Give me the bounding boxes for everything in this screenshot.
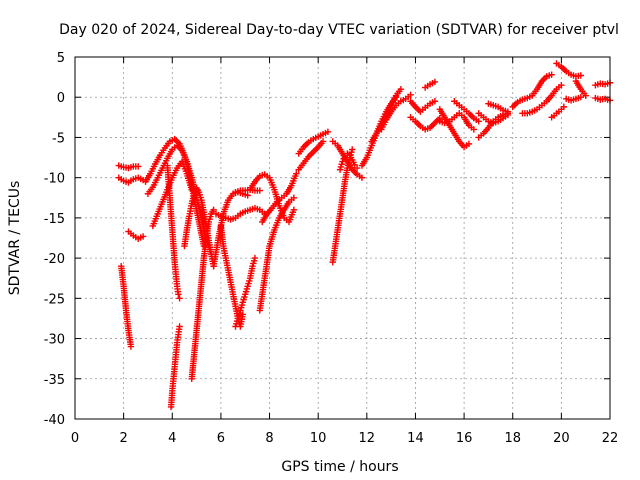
data-point: [558, 81, 565, 89]
x-tick-label: 2: [119, 431, 127, 446]
series-arc-40: [553, 60, 585, 80]
series-arc-28: [407, 98, 439, 115]
y-axis-title: SDTVAR / TECUs: [7, 181, 23, 296]
data-point: [176, 323, 183, 330]
y-tick-label: -15: [44, 212, 65, 227]
y-tick-label: 0: [57, 91, 65, 106]
data-point: [465, 140, 473, 148]
data-point: [256, 187, 264, 194]
data-point: [470, 126, 478, 133]
y-tick-label: -5: [52, 131, 65, 146]
series-arc-31: [436, 106, 473, 151]
series-arc-39: [548, 103, 567, 121]
y-tick-label: 5: [57, 51, 65, 66]
data-point: [577, 72, 585, 79]
x-tick-label: 0: [71, 431, 79, 446]
data-point: [431, 98, 439, 105]
series-arc-33: [451, 98, 482, 125]
series-arc-13: [212, 205, 268, 223]
x-tick-label: 8: [265, 431, 273, 446]
y-tick-label: -20: [44, 252, 65, 267]
y-tick-label: -35: [44, 373, 65, 388]
x-tick-label: 18: [504, 431, 521, 446]
data-point: [293, 170, 300, 177]
data-point: [431, 78, 439, 86]
series-arc-8: [164, 162, 183, 302]
series-arc-15: [232, 254, 259, 330]
series-arc-21: [295, 138, 327, 173]
data-point: [560, 103, 567, 111]
x-tick-label: 14: [407, 431, 424, 446]
data-point: [353, 164, 361, 172]
series-arc-38: [519, 81, 565, 117]
plot-frame: [74, 56, 611, 420]
series-arc-23: [329, 138, 366, 181]
x-tick-label: 4: [168, 431, 176, 446]
data-point: [582, 92, 589, 99]
series-arc-20: [295, 128, 332, 157]
y-tick-label: -10: [44, 172, 65, 187]
x-tick-label: 22: [602, 431, 619, 446]
data-point: [349, 146, 356, 153]
data-point: [290, 206, 298, 214]
y-tick-label: -40: [44, 413, 65, 428]
data-point: [176, 295, 183, 302]
data-point: [397, 85, 405, 93]
y-tick-label: -30: [44, 333, 65, 348]
series-arc-29: [407, 114, 443, 133]
series-arc-30: [421, 78, 439, 91]
series-arc-42: [572, 77, 589, 99]
data-point: [475, 118, 482, 125]
y-tick-label: -25: [44, 292, 65, 307]
data-marks: [115, 60, 614, 411]
data-point: [358, 174, 366, 181]
series-arc-24: [336, 150, 361, 173]
x-tick-label: 6: [217, 431, 225, 446]
y-tick-labels: 5 0 -5 -10 -15 -20 -25 -30 -35 -40: [44, 51, 65, 428]
series-arc-27: [378, 91, 414, 133]
x-tick-label: 12: [359, 431, 376, 446]
data-point: [127, 343, 135, 350]
series-arc-32: [436, 110, 478, 133]
x-tick-labels: 0 2 4 6 8 10 12 14 16 18 20 22: [71, 431, 618, 446]
series-arc-18: [256, 194, 298, 314]
data-point: [324, 128, 332, 136]
x-tick-label: 20: [553, 431, 570, 446]
series-arc-12: [210, 188, 251, 270]
series-arc-11: [188, 206, 217, 382]
series-arc-9: [167, 323, 183, 411]
data-point: [239, 311, 246, 318]
grid: [75, 57, 610, 419]
series-arc-41: [563, 94, 585, 104]
series-arc-19: [259, 170, 300, 226]
data-point: [175, 291, 182, 298]
x-axis-title: GPS time / hours: [281, 459, 398, 475]
data-point: [210, 206, 217, 214]
data-point: [319, 138, 327, 145]
series-arc-36: [485, 100, 512, 115]
data-point: [290, 194, 298, 201]
data-point: [577, 94, 585, 101]
series-arc-3: [118, 262, 135, 350]
series-arc-17: [246, 171, 298, 226]
data-point: [135, 163, 142, 170]
data-point: [351, 161, 358, 168]
data-point: [139, 233, 147, 240]
data-point: [548, 71, 555, 78]
x-tick-label: 16: [456, 431, 473, 446]
series-arc-2: [115, 174, 147, 186]
x-tick-label: 10: [310, 431, 327, 446]
series-arc-37: [509, 71, 555, 111]
data-point: [407, 91, 414, 99]
series-arc-35: [475, 110, 512, 127]
series-arc-4: [125, 228, 147, 243]
chart-title: Day 020 of 2024, Sidereal Day-to-day VTE…: [59, 22, 619, 38]
series-arc-1: [115, 162, 142, 172]
data-point: [188, 186, 195, 193]
data-point: [504, 108, 512, 115]
data-point: [251, 254, 259, 262]
